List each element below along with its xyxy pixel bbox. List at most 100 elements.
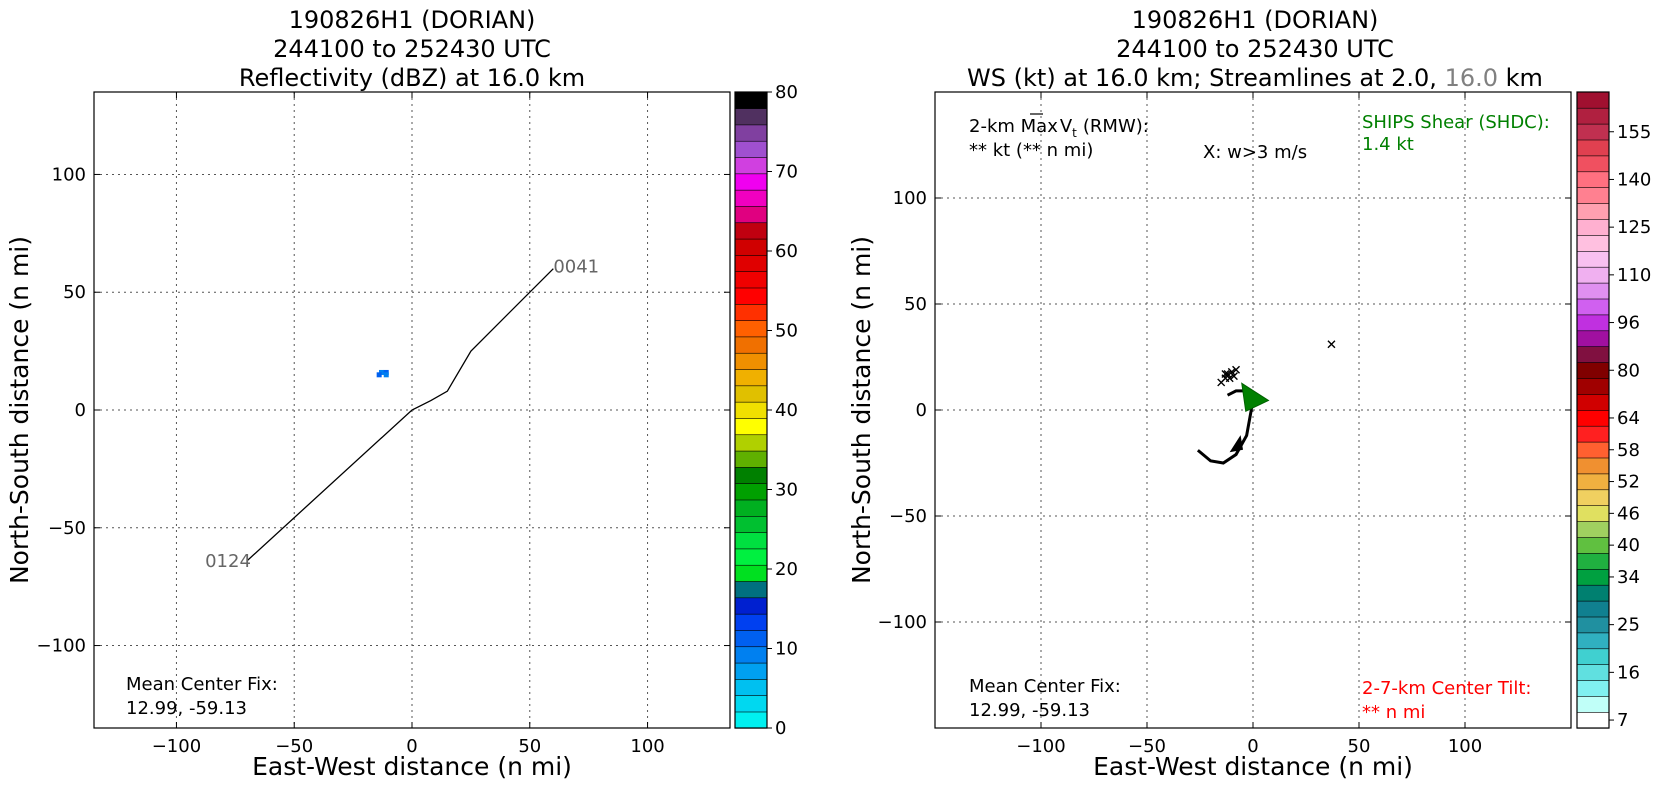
left-colorbar-segment: [734, 613, 768, 631]
left-colorbar: 0 10 20 30 40 50 60 70 80: [734, 82, 798, 739]
right-colorbar-segment: [1576, 139, 1610, 157]
w-marker: [1227, 367, 1236, 376]
right-colorbar-segment: [1576, 266, 1610, 284]
left-colorbar-segment: [734, 466, 768, 484]
left-colorbar-label: 70: [775, 162, 798, 183]
left-plot-area: 0041 0124 −100 −50 0 50 100 −100 −50 0 50 100 Mea…: [37, 91, 731, 757]
left-center-fix-value: 12.99, -59.13: [126, 698, 247, 719]
right-colorbar-frame: [1576, 91, 1610, 729]
left-ytick-label: −50: [48, 518, 86, 539]
right-xtick-label: 0: [1247, 736, 1258, 757]
left-colorbar-segment: [734, 173, 768, 191]
right-axis-ticks: −100 −50 0 50 100 −100 −50 0 50 100: [878, 92, 1571, 757]
maxvt-prefix: 2-km Max: [969, 116, 1058, 137]
right-title: 190826H1 (DORIAN) 244100 to 252430 UTC W…: [967, 6, 1543, 92]
right-title-line2: 244100 to 252430 UTC: [1116, 35, 1394, 63]
left-ytick-label: 0: [75, 400, 86, 421]
right-ytick-label: 100: [893, 188, 927, 209]
left-ytick-label: −100: [37, 636, 86, 657]
left-flight-track: [246, 268, 554, 562]
right-colorbar-segment: [1576, 489, 1610, 507]
right-colorbar-label: 34: [1617, 567, 1640, 588]
right-colorbar-segment: [1576, 568, 1610, 586]
left-colorbar-segment: [734, 564, 768, 582]
right-colorbar-segment: [1576, 393, 1610, 411]
left-xtick-label: 0: [406, 736, 417, 757]
left-title: 190826H1 (DORIAN) 244100 to 252430 UTC R…: [239, 6, 585, 92]
left-colorbar-segment: [734, 287, 768, 305]
right-colorbar-segment: [1576, 648, 1610, 666]
right-colorbar-label: 155: [1617, 122, 1651, 143]
right-colorbar-segment: [1576, 711, 1610, 729]
right-gridlines: [935, 92, 1571, 728]
tilt-value: ** n mi: [1362, 702, 1425, 723]
left-colorbar-segment: [734, 597, 768, 615]
right-colorbar-segment: [1576, 584, 1610, 602]
left-colorbar-segment: [734, 124, 768, 142]
right-colorbar-segment: [1576, 409, 1610, 427]
w-marker: [1221, 369, 1230, 378]
right-colorbar-label: 25: [1617, 615, 1640, 636]
right-colorbar-segment: [1576, 361, 1610, 379]
right-colorbar-segment: [1576, 695, 1610, 713]
right-colorbar-label: 58: [1617, 440, 1640, 461]
left-colorbar-segment: [734, 711, 768, 729]
right-ytick-label: −50: [889, 506, 927, 527]
left-y-axis-label: North-South distance (n mi): [5, 236, 34, 584]
left-colorbar-segment: [734, 499, 768, 517]
right-ytick-label: 0: [916, 400, 927, 421]
left-colorbar-segment: [734, 646, 768, 664]
right-plot-area: −100 −50 0 50 100 −100 −50 0 50 100 2-km Max Vt (RM…: [878, 91, 1572, 757]
left-colorbar-segment: [734, 352, 768, 370]
shear-value: 1.4 kt: [1362, 134, 1414, 155]
left-colorbar-segment: [734, 532, 768, 550]
right-colorbar-segment: [1576, 187, 1610, 204]
track-end-label: 0124: [205, 551, 251, 572]
right-colorbar-label: 64: [1617, 408, 1640, 429]
left-title-line3: Reflectivity (dBZ) at 16.0 km: [239, 64, 585, 92]
left-colorbar-label: 0: [775, 718, 786, 739]
right-colorbar-label: 110: [1617, 265, 1651, 286]
right-colorbar: 7 16 25 34 40 46 52 58 64 80 96 110 125 140 155: [1576, 91, 1651, 731]
left-colorbar-segment: [734, 580, 768, 599]
left-colorbar-segment: [734, 140, 768, 158]
left-colorbar-segment: [734, 108, 768, 126]
right-colorbar-segment: [1576, 377, 1610, 395]
maxvt-symbol: V: [1060, 116, 1073, 137]
right-center-fix-value: 12.99, -59.13: [969, 700, 1090, 721]
right-center-fix-label: Mean Center Fix:: [969, 676, 1121, 697]
right-colorbar-segment: [1576, 314, 1610, 332]
left-colorbar-segment: [734, 336, 768, 354]
left-colorbar-segment: [734, 450, 768, 468]
shear-vector-head: [1241, 382, 1270, 413]
left-colorbar-label: 40: [775, 400, 798, 421]
left-colorbar-segment: [734, 548, 768, 566]
left-reflectivity-cells: [376, 369, 389, 378]
left-colorbar-segment: [734, 385, 768, 403]
right-colorbar-segment: [1576, 616, 1610, 634]
right-title-line1: 190826H1 (DORIAN): [1132, 6, 1379, 34]
left-title-line1: 190826H1 (DORIAN): [289, 6, 536, 34]
right-colorbar-label: 80: [1617, 360, 1640, 381]
w-marker: [1229, 372, 1238, 381]
right-colorbar-segment: [1576, 91, 1610, 109]
right-colorbar-segment: [1576, 203, 1610, 220]
right-title-line3: WS (kt) at 16.0 km; Streamlines at 2.0, …: [967, 64, 1543, 92]
left-colorbar-segment: [734, 434, 768, 452]
left-colorbar-segment: [734, 515, 768, 533]
left-ytick-label: 50: [63, 282, 86, 303]
left-colorbar-label: 20: [775, 559, 798, 580]
right-colorbar-segment: [1576, 664, 1610, 681]
right-colorbar-segment: [1576, 505, 1610, 522]
left-colorbar-segment: [734, 271, 768, 289]
left-colorbar-label: 60: [775, 241, 798, 262]
track-start-label: 0041: [553, 257, 599, 278]
shear-vector: [1241, 382, 1270, 413]
left-colorbar-segment: [734, 222, 768, 240]
left-title-line2: 244100 to 252430 UTC: [273, 35, 551, 63]
left-xtick-label: −100: [152, 736, 201, 757]
maxvt-label: 2-km Max Vt (RMW):: [969, 116, 1149, 140]
right-colorbar-segment: [1576, 298, 1610, 316]
left-colorbar-segment: [734, 662, 768, 680]
